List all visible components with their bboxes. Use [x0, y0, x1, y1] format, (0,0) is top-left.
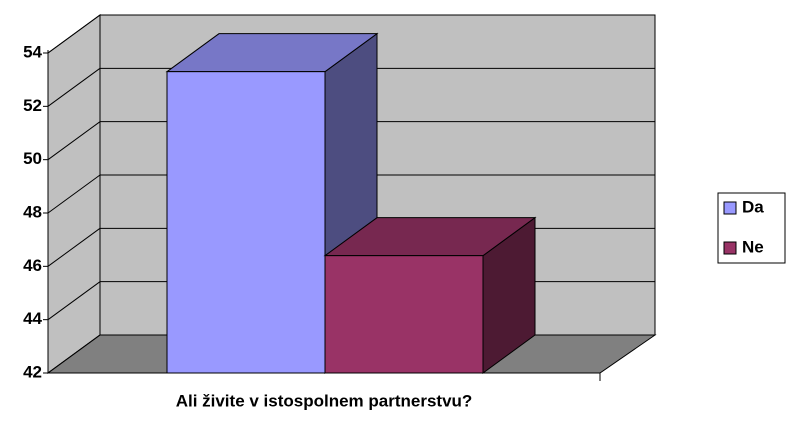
grid-line	[47, 121, 101, 161]
y-tick-label: 42	[23, 362, 42, 381]
y-tick-label: 46	[23, 256, 42, 275]
y-tick-label: 48	[23, 202, 42, 221]
legend-label: Ne	[742, 237, 764, 256]
bar	[166, 71, 326, 374]
y-tick-label: 54	[23, 42, 42, 61]
x-category-label: Ali živite v istospolnem partnerstvu?	[176, 391, 473, 410]
grid-line	[47, 14, 101, 54]
grid-line	[47, 67, 101, 107]
grid-line	[47, 281, 101, 321]
bar	[324, 255, 484, 374]
y-tick-label: 52	[23, 96, 42, 115]
bars	[165, 32, 537, 374]
legend-items: Da Ne	[723, 197, 764, 256]
legend-label: Da	[742, 197, 764, 216]
y-tick-label: 44	[23, 309, 42, 328]
legend-swatch	[723, 201, 737, 215]
y-tick-label: 50	[23, 149, 42, 168]
grid-line	[47, 174, 101, 214]
grid-line	[47, 334, 101, 374]
grid-line	[47, 227, 101, 267]
legend-swatch	[723, 241, 737, 255]
